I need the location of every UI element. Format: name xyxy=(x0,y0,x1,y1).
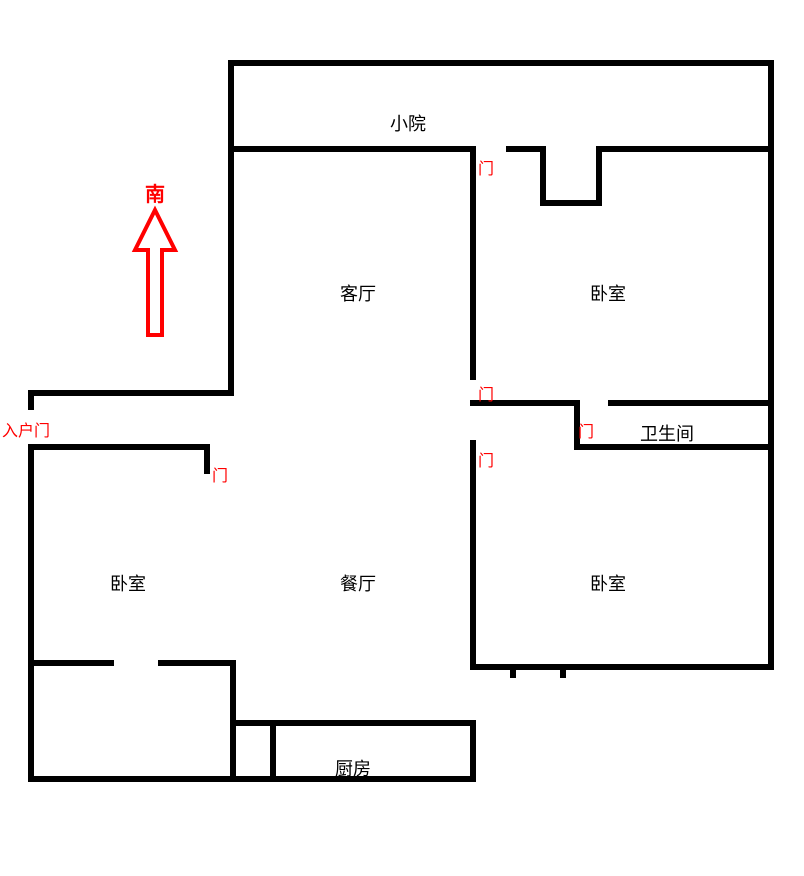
wall-segment xyxy=(28,390,34,410)
room-courtyard: 小院 xyxy=(390,110,426,136)
door-entry: 入户门 xyxy=(2,417,50,441)
door-bath: 门 xyxy=(578,418,594,442)
wall-segment xyxy=(28,660,114,666)
room-bedroom-se: 卧室 xyxy=(590,570,626,596)
wall-segment xyxy=(270,720,276,782)
wall-segment xyxy=(540,200,600,206)
wall-segment xyxy=(28,776,474,782)
wall-segment xyxy=(510,664,516,678)
wall-segment xyxy=(28,444,208,450)
wall-segment xyxy=(470,440,476,670)
wall-segment xyxy=(470,720,476,782)
wall-segment xyxy=(28,390,234,396)
wall-segment xyxy=(228,60,234,150)
wall-segment xyxy=(470,146,476,380)
floorplan-canvas: 南 小院 客厅 卧室 卫生间 卧室 餐厅 卧室 厨房 入户门 门 门 门 门 门 xyxy=(0,0,804,876)
door-ne: 门 xyxy=(478,381,494,405)
room-bathroom: 卫生间 xyxy=(640,420,694,446)
wall-segment xyxy=(158,660,234,666)
room-living: 客厅 xyxy=(340,280,376,306)
wall-segment xyxy=(608,400,774,406)
door-sw: 门 xyxy=(212,462,228,486)
room-kitchen: 厨房 xyxy=(335,755,371,781)
wall-segment xyxy=(228,60,774,66)
wall-segment xyxy=(204,444,210,474)
wall-segment xyxy=(230,660,236,782)
room-dining: 餐厅 xyxy=(340,570,376,596)
compass-label: 南 xyxy=(145,178,165,207)
door-courtyard: 门 xyxy=(478,155,494,179)
wall-segment xyxy=(596,146,602,206)
wall-segment xyxy=(230,720,476,726)
room-bedroom-ne: 卧室 xyxy=(590,280,626,306)
wall-segment xyxy=(28,444,34,782)
wall-segment xyxy=(540,146,546,206)
wall-segment xyxy=(228,146,474,152)
room-bedroom-sw: 卧室 xyxy=(110,570,146,596)
wall-segment xyxy=(228,146,234,396)
wall-segment xyxy=(560,664,566,678)
compass-arrow xyxy=(130,205,180,350)
door-se: 门 xyxy=(478,447,494,471)
wall-segment xyxy=(596,146,774,152)
